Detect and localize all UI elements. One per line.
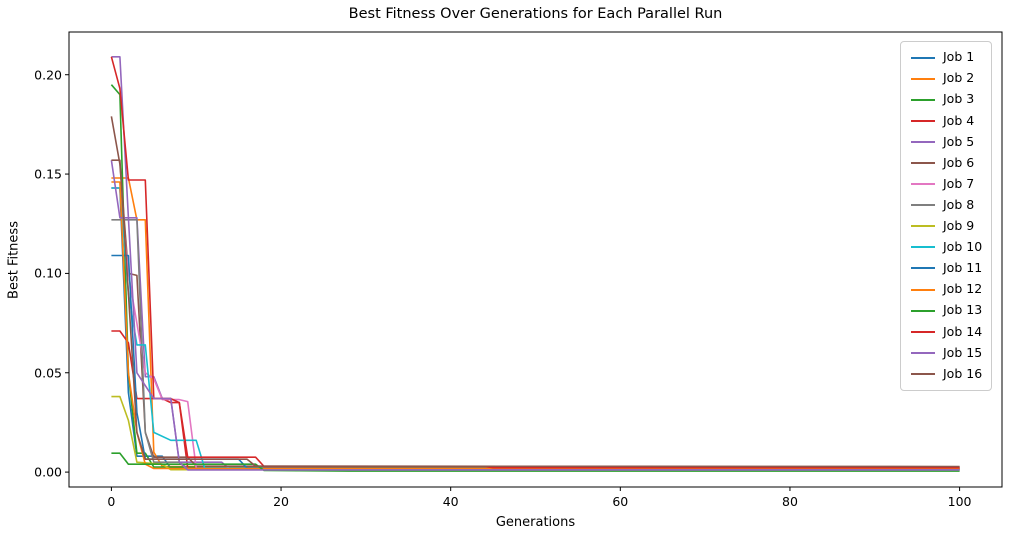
legend-swatch [911,56,935,59]
legend-swatch [911,267,935,270]
series-line-15 [110,160,960,471]
legend-item: Job 13 [901,300,991,321]
legend-label: Job 4 [943,112,975,128]
y-tick-label: 0.20 [34,67,62,83]
legend-item: Job 10 [901,237,991,258]
legend-item: Job 14 [901,321,991,342]
legend-item: Job 16 [901,363,991,384]
legend-swatch [911,351,935,354]
legend-item: Job 3 [901,89,991,110]
series-line-5 [111,55,960,470]
series-line-14 [110,56,960,469]
y-axis-label: Best Fitness [6,221,22,299]
legend-label: Job 14 [943,323,983,339]
series-line-10 [111,187,960,471]
legend-swatch [911,98,935,101]
x-tick-label: 80 [782,494,798,509]
legend-swatch [911,225,935,228]
legend: Job 1 Job 2 Job 3 Job 4 Job 5 Job 6 Job 7 Job 8… [900,41,992,391]
series-line-1 [111,187,960,470]
legend-label: Job 7 [943,175,975,191]
legend-item: Job 11 [901,258,991,279]
x-tick-label: 100 [947,494,972,509]
legend-item: Job 12 [901,279,991,300]
legend-label: Job 12 [943,281,983,297]
series-line-4 [111,330,960,470]
legend-swatch [911,204,935,207]
axes-frame [68,31,1003,488]
legend-swatch [911,246,935,249]
legend-swatch [911,372,935,375]
legend-label: Job 15 [943,344,983,360]
legend-label: Job 9 [943,218,975,234]
y-tick-label: 0.00 [34,464,62,480]
series-line-12 [111,181,960,470]
series-line-6 [110,116,960,468]
legend-label: Job 3 [943,91,975,107]
x-tick-label: 0 [107,494,116,509]
legend-label: Job 8 [943,196,975,212]
legend-swatch [911,288,935,291]
legend-swatch [911,183,935,186]
x-tick-label: 60 [612,494,629,509]
legend-swatch [911,162,935,165]
x-tick-label: 20 [273,494,289,509]
series-line-11 [111,254,960,471]
legend-item: Job 8 [901,195,991,216]
legend-label: Job 5 [943,133,975,149]
y-tick-label: 0.10 [34,265,62,281]
legend-label: Job 1 [943,49,975,65]
legend-item: Job 7 [901,174,991,195]
legend-label: Job 11 [943,260,983,276]
legend-item: Job 2 [901,68,991,89]
legend-item: Job 5 [901,131,991,152]
legend-label: Job 6 [943,154,975,170]
y-tick-label: 0.05 [34,365,62,381]
legend-item: Job 4 [901,110,991,131]
legend-item: Job 6 [901,152,991,173]
legend-item: Job 9 [901,216,991,237]
series-line-16 [111,159,960,468]
legend-swatch [911,330,935,333]
series-line-13 [111,452,960,472]
series-line-9 [111,395,960,471]
y-tick-label: 0.15 [34,166,62,182]
series-line-2 [111,177,960,469]
chart-title: Best Fitness Over Generations for Each P… [348,6,723,22]
legend-label: Job 13 [943,302,983,318]
legend-item: Job 15 [901,342,991,363]
legend-label: Job 16 [943,365,983,381]
x-tick-label: 40 [442,494,459,509]
legend-swatch [911,140,935,143]
series-line-7 [111,187,960,470]
series-line-3 [110,84,960,471]
legend-label: Job 2 [943,70,975,86]
legend-swatch [911,309,935,312]
legend-label: Job 10 [943,239,983,255]
legend-item: Job 1 [901,47,991,68]
legend-swatch [911,119,935,122]
legend-swatch [911,77,935,80]
x-axis-label: Generations [495,515,576,530]
series-line-8 [111,219,960,470]
